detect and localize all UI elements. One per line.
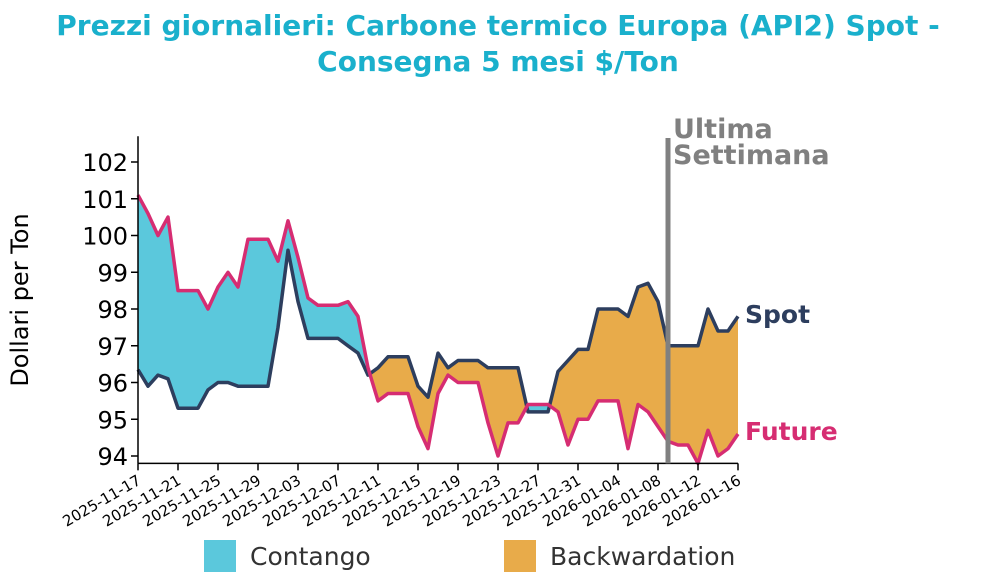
y-tick-label: 98 <box>97 296 128 324</box>
y-tick-label: 102 <box>82 149 128 177</box>
legend-contango-label: Contango <box>250 541 371 571</box>
marker-label-2: Settimana <box>673 140 830 171</box>
title-line-2: Consegna 5 mesi $/Ton <box>317 45 679 78</box>
y-tick-label: 101 <box>82 186 128 214</box>
legend-backwardation-label: Backwardation <box>550 541 736 571</box>
backwardation-swatch <box>504 540 536 572</box>
title-line-1: Prezzi giornalieri: Carbone termico Euro… <box>56 9 940 42</box>
y-tick-label: 96 <box>97 370 128 398</box>
y-axis-label: Dollari per Ton <box>6 213 34 386</box>
contango-swatch <box>204 540 236 572</box>
backwardation-area <box>138 250 738 464</box>
future-series-label: Future <box>745 417 838 446</box>
y-tick-label: 99 <box>97 259 128 287</box>
y-tick-label: 97 <box>97 333 128 361</box>
legend-backwardation: Backwardation <box>504 540 735 572</box>
legend-contango: Contango <box>204 540 371 572</box>
y-tick-label: 95 <box>97 406 128 434</box>
future-line <box>136 194 740 466</box>
chart-title: Prezzi giornalieri: Carbone termico Euro… <box>0 8 988 80</box>
marker-label-1: Ultima <box>673 114 773 145</box>
spot-line <box>136 248 740 414</box>
y-tick-label: 94 <box>97 443 128 471</box>
y-tick-label: 100 <box>82 223 128 251</box>
spot-series-label: Spot <box>745 300 810 329</box>
